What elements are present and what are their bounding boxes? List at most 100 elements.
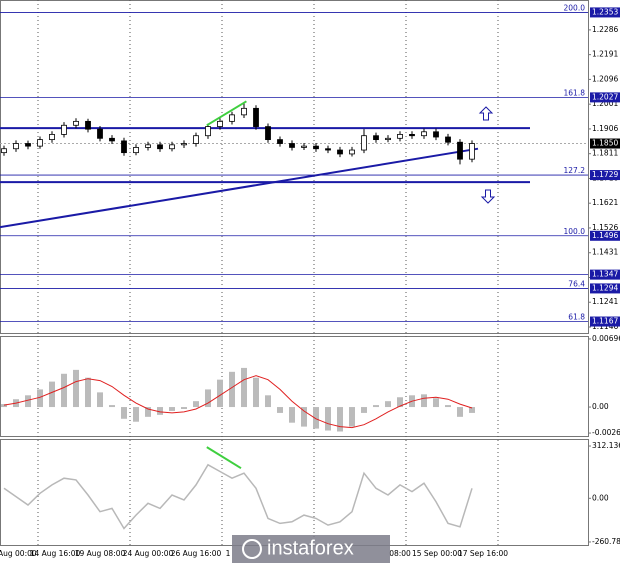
candle-body	[169, 144, 175, 150]
candle-body	[337, 149, 343, 155]
candle-body	[25, 143, 31, 147]
candle-body	[361, 135, 367, 151]
time-label: 19 Aug 08:00	[75, 549, 126, 558]
macd-bar	[157, 407, 163, 415]
candle-body	[73, 120, 79, 126]
y-tick-label: 1.1431	[592, 248, 618, 257]
macd-bar	[49, 381, 55, 408]
time-grid	[37, 0, 499, 545]
candle-body	[469, 143, 475, 160]
time-label: 26 Aug 16:00	[171, 549, 222, 558]
macd-bar	[301, 407, 307, 427]
price-label: 1.1347	[592, 270, 618, 279]
macd-panel	[0, 336, 589, 437]
cci-line	[3, 463, 473, 530]
y-tick-label: 1.2001	[592, 99, 618, 108]
macd-bar	[205, 389, 211, 408]
candle-body	[301, 145, 307, 148]
y-tick-label: 1.2096	[592, 74, 618, 83]
y-tick-label: -260.7820	[592, 537, 620, 546]
macd-bar	[109, 405, 115, 408]
cci-divergence	[206, 446, 242, 470]
macd-bar	[433, 398, 439, 408]
macd-bar	[397, 397, 403, 408]
fib-label: 127.2	[564, 166, 586, 175]
time-label: 1	[226, 549, 231, 558]
macd-bar	[373, 405, 379, 408]
candle-body	[349, 149, 355, 155]
watermark-box	[232, 535, 390, 563]
candle-body	[145, 144, 151, 148]
candle-body	[97, 128, 103, 139]
macd-bar	[73, 369, 79, 408]
time-label: 15 Sep 00:00	[412, 549, 462, 558]
macd-bar	[1, 404, 7, 408]
price-label-box	[590, 269, 620, 280]
macd-bar	[385, 401, 391, 408]
candle-body	[445, 136, 451, 143]
macd-bar	[253, 377, 259, 408]
candle-body	[289, 143, 295, 148]
macd-bar	[445, 405, 451, 408]
price-panel	[0, 0, 589, 334]
candle-body	[241, 107, 247, 116]
y-tick-label: 1.1906	[592, 124, 618, 133]
price-label-box	[590, 316, 620, 327]
candle-body	[205, 126, 211, 137]
macd-bar	[457, 407, 463, 417]
y-tick-label: 312.1363	[592, 441, 620, 450]
price-label: 1.1167	[592, 317, 618, 326]
macd-bar	[325, 407, 331, 431]
candle-body	[385, 137, 391, 141]
macd-bar	[193, 401, 199, 408]
macd-bar	[133, 407, 139, 422]
arrows	[478, 106, 496, 204]
candle-body	[253, 107, 259, 127]
y-tick-label: 1.1526	[592, 223, 618, 232]
macd-bar	[313, 407, 319, 429]
fib-label: 200.0	[564, 3, 586, 12]
candle-body	[433, 131, 439, 138]
candle-body	[109, 137, 115, 142]
price-label-box	[590, 283, 620, 294]
y-tick-label: 0.00	[592, 402, 609, 411]
candle-body	[157, 144, 163, 150]
macd-bar	[361, 407, 367, 413]
price-label: 1.2027	[592, 92, 618, 101]
macd-bar	[217, 379, 223, 408]
current-price-box	[590, 138, 620, 149]
divergence-line	[206, 100, 247, 127]
price-label: 1.1496	[592, 231, 618, 240]
y-tick-label: 1.2286	[592, 25, 618, 34]
candle-body	[37, 139, 43, 147]
macd-bar	[181, 407, 187, 409]
candle-body	[49, 133, 55, 141]
price-label-box	[590, 230, 620, 241]
watermark: instaforex	[267, 537, 354, 559]
time-label: 14 Aug 16:00	[30, 549, 81, 558]
macd-bar	[97, 392, 103, 408]
y-tick-label: 0.00	[592, 493, 609, 502]
time-label: Aug 00:00	[0, 549, 37, 558]
candle-body	[217, 120, 223, 127]
macd-bar	[337, 407, 343, 432]
candle-body	[373, 135, 379, 141]
candle-body	[133, 147, 139, 154]
price-label: 1.1294	[592, 283, 618, 292]
time-label: 17 Sep 16:00	[458, 549, 508, 558]
candle-body	[121, 140, 127, 154]
candle-body	[193, 135, 199, 144]
candle-body	[85, 120, 91, 130]
y-tick-label: 0.00696	[592, 334, 620, 343]
fib-label: 76.4	[568, 279, 585, 288]
candle-body	[61, 124, 67, 135]
candle-body	[1, 148, 7, 154]
macd-bar	[145, 407, 151, 417]
candle-body	[265, 126, 271, 141]
candle-body	[313, 145, 319, 150]
price-label-box	[590, 92, 620, 103]
macd-bar	[61, 373, 67, 408]
price-label: 1.1729	[592, 170, 618, 179]
time-label: 24 Aug 00:00	[123, 549, 174, 558]
macd-bar	[85, 377, 91, 408]
